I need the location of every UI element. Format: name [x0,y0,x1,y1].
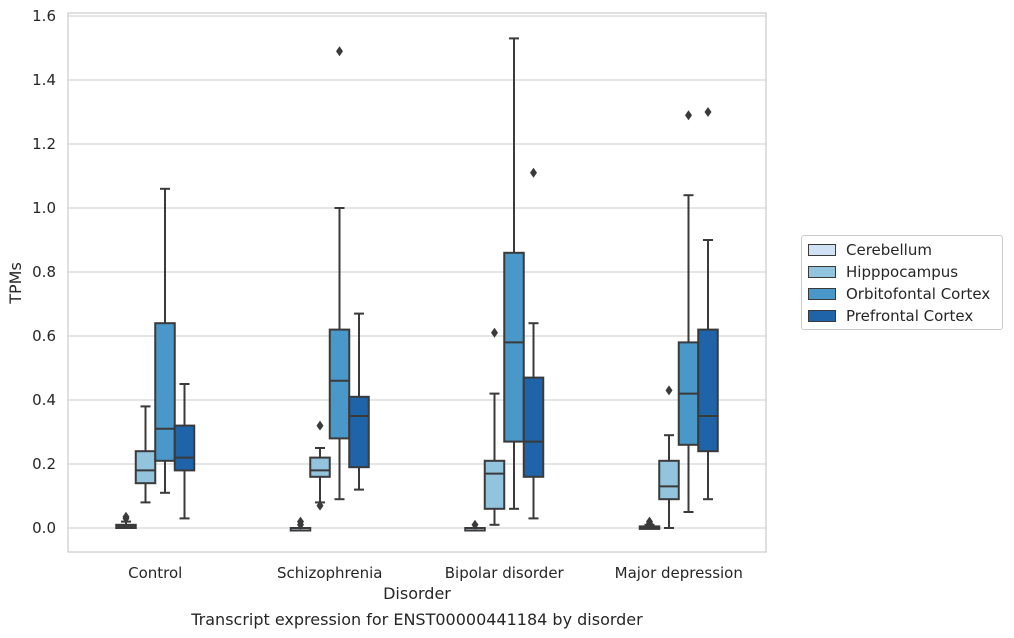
iqr-box [309,456,331,478]
box-orbitofontal-cortex [677,110,700,513]
iqr-box [348,395,370,469]
iqr-box [522,376,545,478]
y-tick-label: 1.6 [32,7,56,25]
iqr-box [173,424,196,472]
box-cerebellum [115,511,137,529]
legend-swatch [808,266,836,278]
x-tick-labels: Control Schizophrenia Bipolar disorder Majo… [128,564,743,582]
legend-swatch [808,288,836,300]
outlier-point [297,516,304,527]
y-tick-label: 0.4 [32,391,56,409]
x-tick-label: Bipolar disorder [445,564,565,582]
outlier-point [316,420,324,431]
box-prefrontal-cortex [697,107,719,501]
legend-label: Orbitofontal Cortex [846,285,991,303]
outlier-point [704,107,712,117]
legend-swatch [808,244,836,256]
legend-swatch [808,310,836,322]
iqr-box [658,459,680,501]
x-tick-label: Control [128,564,182,582]
x-axis-label: Disorder [383,584,451,603]
boxes [115,37,719,532]
box-hipppocampus [134,405,157,504]
box-hipppocampus [483,327,506,526]
iqr-box [483,459,506,510]
box-orbitofontal-cortex [503,37,525,510]
legend-label: Prefrontal Cortex [846,307,974,325]
box-hipppocampus [658,385,680,529]
box-cerebellum [464,519,486,532]
iqr-box [134,450,157,485]
y-tick-labels: 0.0 0.2 0.4 0.6 0.8 1.0 1.2 1.4 1.6 [32,7,56,537]
legend-item-orbitofrontal-cortex: Orbitofontal Cortex [808,283,990,305]
box-prefrontal-cortex [522,167,545,520]
legend-label: Cerebellum [846,241,932,259]
box-hipppocampus [309,420,331,511]
x-tick-label: Schizophrenia [277,564,382,582]
legend-item-hippocampus: Hipppocampus [808,261,958,283]
iqr-box [328,328,351,440]
outlier-point [685,110,692,121]
box-prefrontal-cortex [348,312,370,491]
y-tick-label: 1.4 [32,71,56,89]
x-tick-label: Major depression [615,564,743,582]
box-orbitofontal-cortex [154,187,176,494]
y-tick-label: 0.8 [32,263,56,281]
y-tick-label: 0.0 [32,519,56,537]
y-tick-label: 1.0 [32,199,56,217]
outlier-point [491,327,498,338]
legend-item-prefrontal-cortex: Prefrontal Cortex [808,305,973,327]
box-prefrontal-cortex [173,383,196,520]
legend-label: Hipppocampus [846,263,959,281]
box-cerebellum [638,516,661,530]
legend: Cerebellum Hipppocampus Orbitofontal Cor… [801,235,1003,330]
outlier-point [471,519,479,530]
y-tick-label: 1.2 [32,135,56,153]
legend-item-cerebellum: Cerebellum [808,239,932,261]
plot-area-frame [67,12,767,553]
chart-title: Transcript expression for ENST0000044118… [190,610,643,629]
y-axis-label: TPMs [6,262,25,305]
box-cerebellum [289,516,312,532]
iqr-box [154,322,176,462]
y-tick-label: 0.6 [32,327,56,345]
outlier-point [316,500,324,511]
box-orbitofontal-cortex [328,46,351,501]
outlier-point [122,511,130,522]
iqr-box [503,251,525,443]
outlier-point [530,167,537,178]
outlier-point [336,46,343,57]
y-tick-label: 0.2 [32,455,56,473]
iqr-box [697,328,719,453]
outlier-point [665,385,673,396]
outlier-point [646,516,653,527]
